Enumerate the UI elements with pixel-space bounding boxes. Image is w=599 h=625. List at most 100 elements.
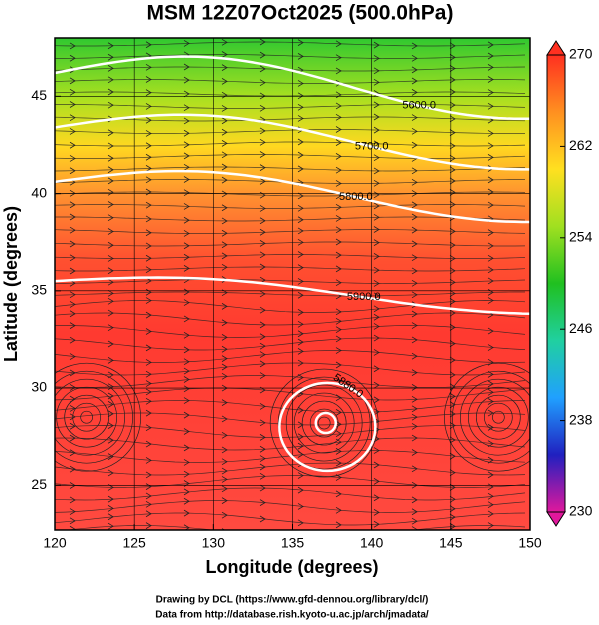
streamline [55,437,526,451]
arrowhead [107,469,114,477]
arrowhead [259,240,266,247]
arrowhead [259,138,266,146]
arrowhead [373,478,380,485]
streamline [55,79,526,84]
arrowhead [107,255,114,262]
arrowhead [411,141,418,149]
arrowhead [449,88,456,96]
arrowhead [107,142,114,150]
arrowhead [259,51,266,59]
arrowhead [145,471,152,479]
arrowhead [259,79,266,87]
y-tick-label: 35 [31,282,47,298]
arrowhead [145,41,152,49]
arrowhead [259,164,266,171]
x-axis-label: Longitude (degrees) [205,557,378,577]
arrowhead [411,213,418,221]
arrowhead [335,226,342,234]
arrowhead [373,435,380,443]
arrowhead [449,278,456,286]
swirl [285,384,363,462]
arrowhead [145,344,152,352]
arrowhead [373,280,380,287]
arrowhead [335,102,342,110]
arrowhead [297,374,304,381]
arrowhead [69,213,76,221]
arrowhead [259,463,266,471]
arrowhead [145,116,152,124]
arrowhead [183,129,190,137]
arrowhead [107,410,114,418]
arrowhead [183,104,190,112]
arrowhead [107,188,114,196]
arrowhead [69,291,76,299]
arrowhead [221,334,228,341]
arrowhead [107,241,114,249]
arrowhead [69,128,76,135]
streamline [55,129,526,134]
arrowhead [221,399,228,406]
arrowhead [69,336,76,344]
arrowhead [449,495,456,503]
arrowhead [107,228,114,235]
arrowhead [449,76,456,84]
arrowhead [107,267,114,275]
arrowhead [487,289,494,296]
arrowhead [335,54,342,61]
arrowhead [373,140,380,148]
arrowhead [373,167,380,175]
streamline [55,337,526,351]
arrowhead [297,227,304,235]
arrowhead [259,263,266,271]
arrowhead [335,238,342,246]
arrowhead [145,311,152,319]
arrowhead [183,509,190,517]
arrowhead [297,519,304,527]
arrowhead [449,340,456,347]
arrowhead [411,66,418,74]
arrowhead [69,167,76,175]
arrowhead [145,359,152,366]
arrowhead [487,76,494,83]
arrowhead [411,434,418,442]
arrowhead [145,266,152,274]
arrowhead [411,226,418,234]
arrowhead [297,406,304,414]
arrowhead [335,67,342,75]
arrowhead [335,251,342,259]
arrowhead [145,500,152,508]
arrowhead [221,476,228,483]
arrowhead [373,90,380,97]
arrowhead [145,492,152,500]
arrowhead [487,501,494,509]
arrowhead [107,88,114,96]
arrowhead [373,494,380,502]
arrowhead [449,452,456,460]
arrowhead [373,101,380,109]
arrowhead [221,176,228,184]
arrowhead [107,76,114,84]
arrowhead [373,253,380,260]
arrowhead [335,506,342,514]
arrowhead [107,214,114,222]
arrowhead [411,254,418,262]
arrowhead [335,166,342,174]
arrowhead [411,310,418,318]
arrowhead [297,53,304,60]
contour-label: 5900.0 [347,291,381,303]
arrowhead [221,204,228,212]
colorbar-tick-label: 262 [569,137,593,153]
arrowhead [183,90,190,98]
arrowhead [69,353,76,360]
arrowhead [449,290,456,297]
streamline [55,350,526,363]
arrowhead [373,154,380,162]
arrowhead [449,228,456,235]
arrowhead [221,467,228,475]
contour-label: 5700.0 [355,141,389,153]
arrowhead [221,117,228,125]
arrowhead [487,64,494,71]
arrowhead [335,361,342,369]
arrowhead [411,201,418,209]
arrowhead [259,434,266,441]
